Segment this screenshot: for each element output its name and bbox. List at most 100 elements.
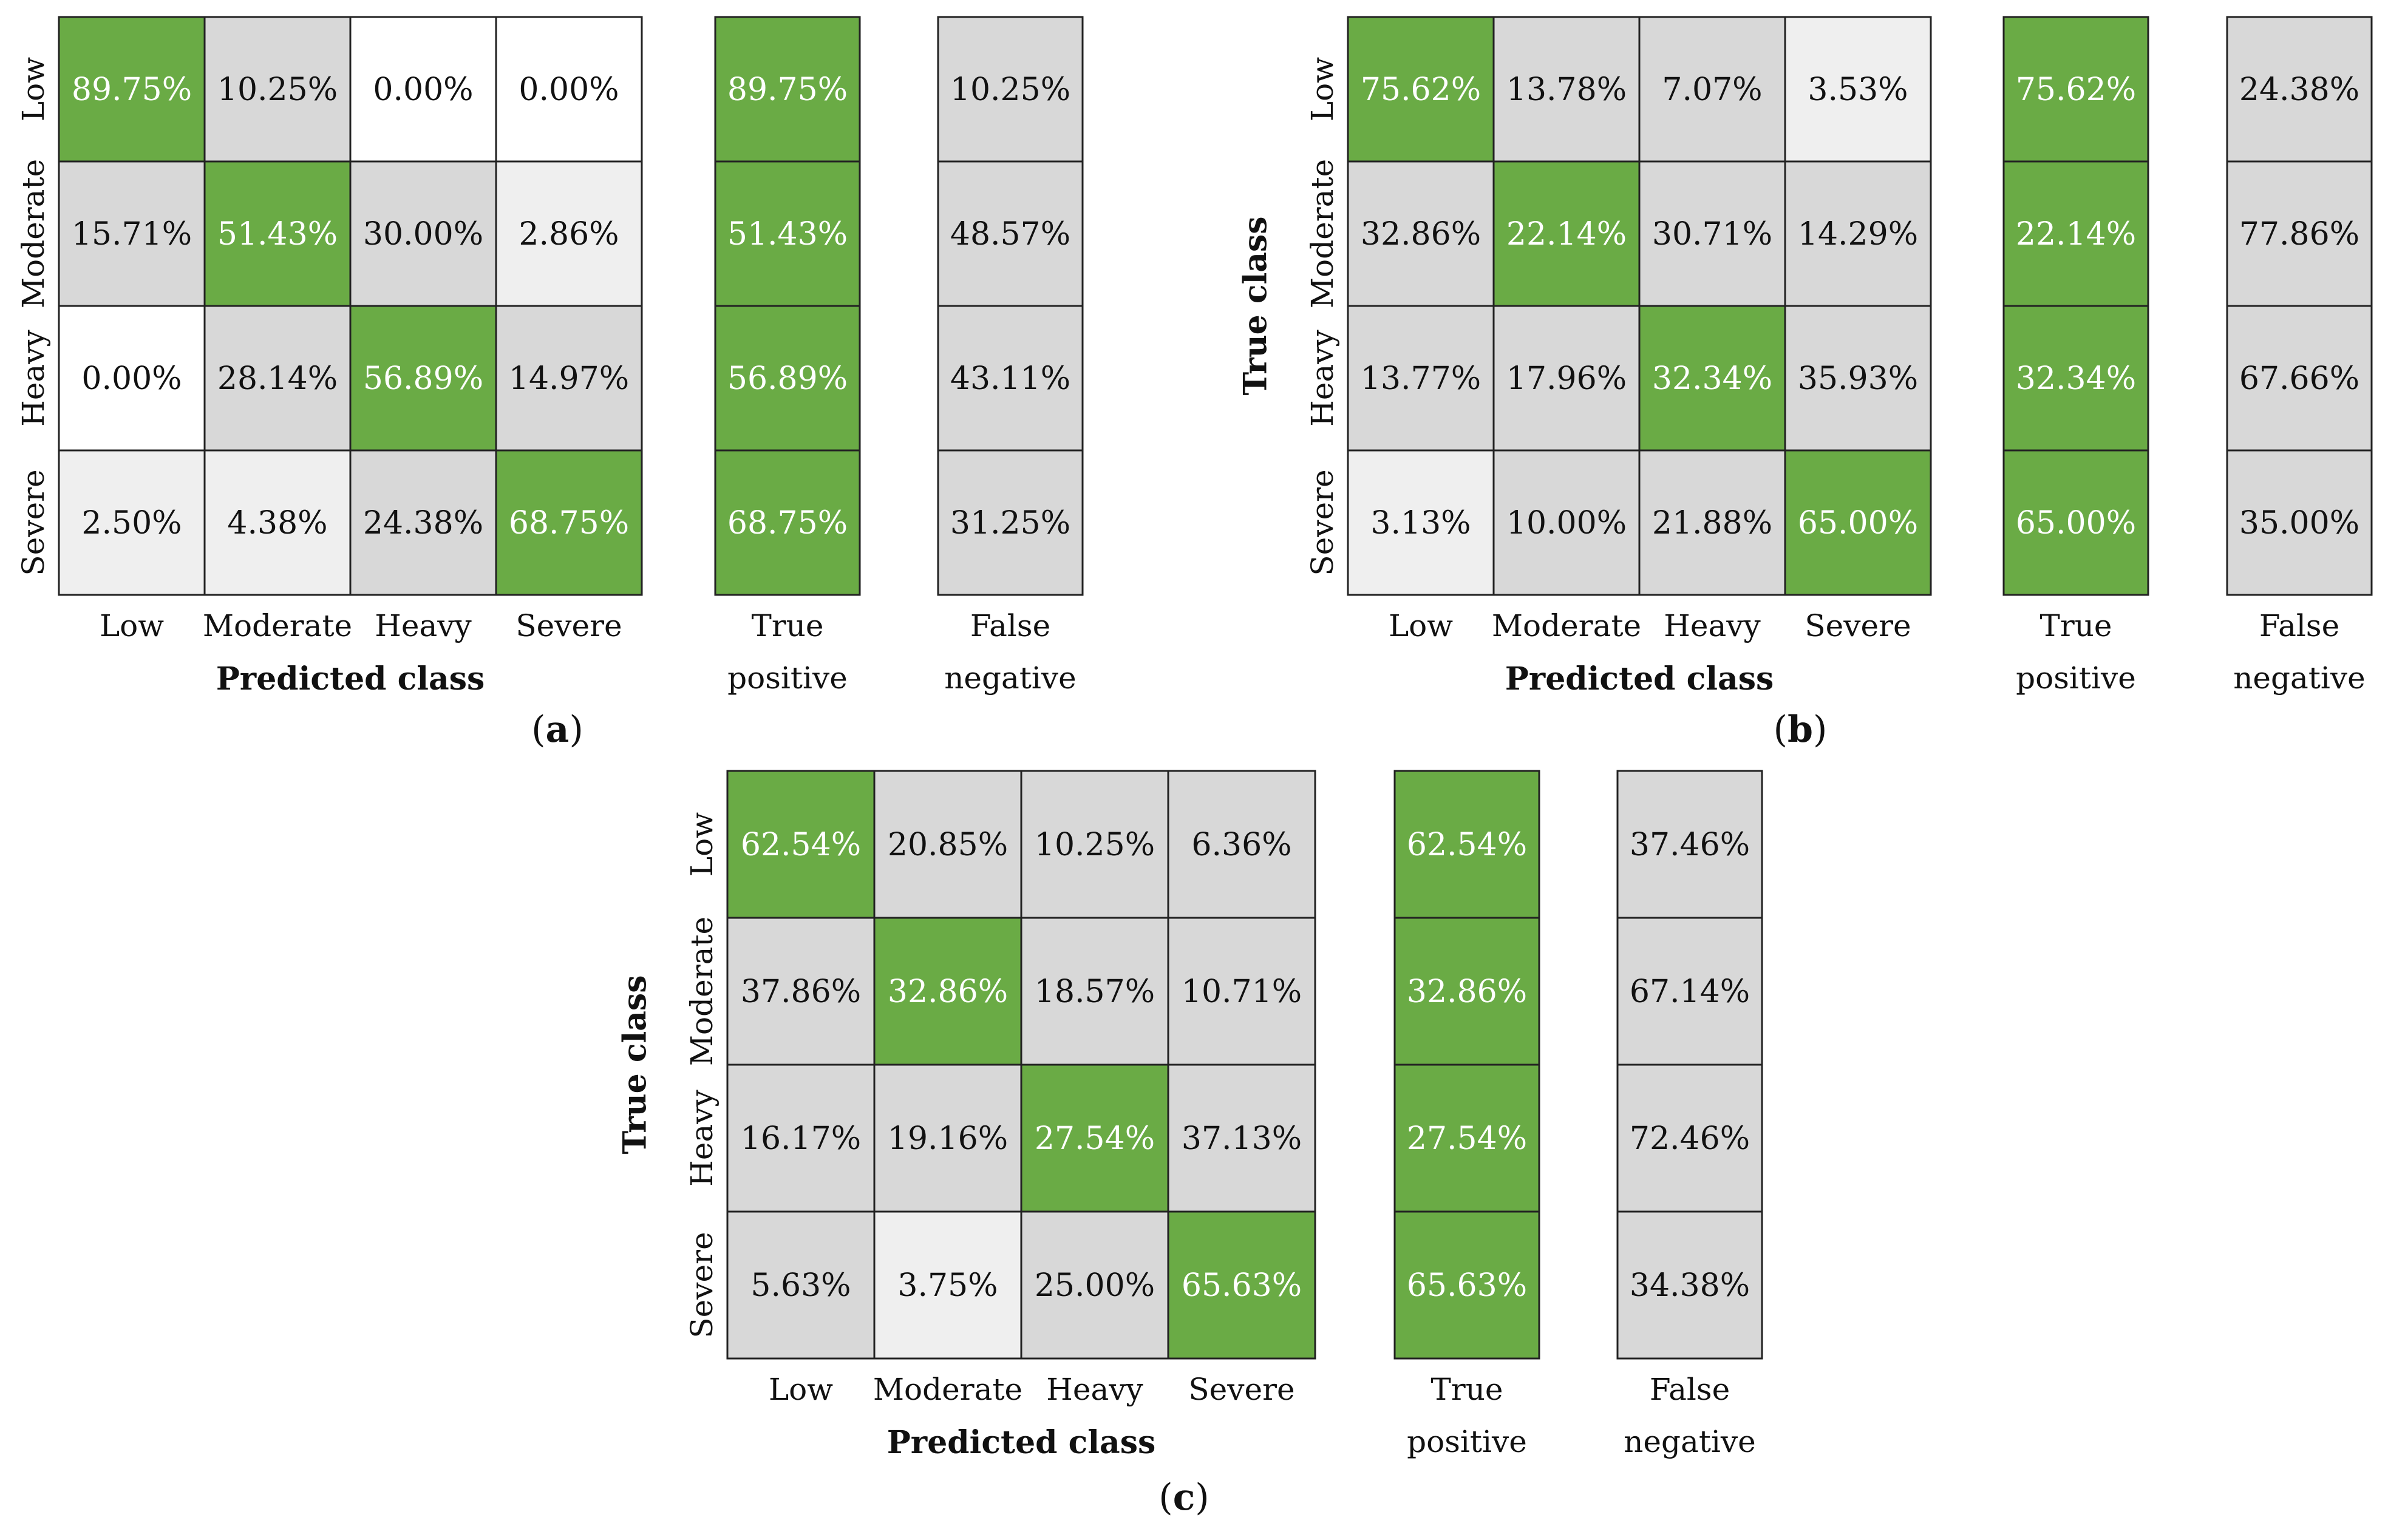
matrix-cell <box>203 16 352 163</box>
true-positive-value: 62.54% <box>1407 827 1527 863</box>
true-positive-cell <box>714 16 861 163</box>
cell-value: 10.71% <box>1182 974 1302 1010</box>
cell-value: 7.07% <box>1662 72 1762 108</box>
x-axis-label: Predicted class <box>216 660 485 697</box>
false-negative-cell <box>937 16 1084 163</box>
cell-value: 75.62% <box>1361 72 1481 108</box>
matrix-cell <box>58 160 206 307</box>
cell-value: 32.86% <box>888 974 1008 1010</box>
x-tick-label: Low <box>100 608 164 643</box>
y-tick-label: Moderate <box>1305 159 1340 308</box>
matrix-cell <box>1638 16 1786 163</box>
panel-letter: (b) <box>1774 708 1828 751</box>
cell-value: 10.25% <box>217 72 338 108</box>
cell-value: 37.86% <box>741 974 861 1010</box>
false-negative-cell <box>1616 1210 1763 1360</box>
false-negative-value: 37.46% <box>1630 827 1750 863</box>
cell-value: 0.00% <box>519 72 619 108</box>
cell-value: 17.96% <box>1506 361 1627 397</box>
cell-value: 10.25% <box>1035 827 1155 863</box>
true-positive-cell <box>1393 1210 1540 1360</box>
y-tick-label: Heavy <box>1305 330 1340 427</box>
cell-value: 19.16% <box>888 1121 1008 1157</box>
false-negative-value: 10.25% <box>950 72 1070 108</box>
matrix-cell <box>495 305 643 452</box>
true-positive-cell <box>714 160 861 307</box>
panel-letter: (a) <box>531 708 583 751</box>
false-negative-cell <box>2226 305 2373 452</box>
false-negative-value: 34.38% <box>1630 1267 1750 1304</box>
true-positive-value: 51.43% <box>727 216 848 253</box>
true-positive-value: 56.89% <box>727 361 848 397</box>
false-negative-value: 43.11% <box>950 361 1070 397</box>
true-positive-value: 22.14% <box>2016 216 2136 253</box>
true-positive-value: 32.34% <box>2016 361 2136 397</box>
false-negative-label: negative <box>2233 660 2366 696</box>
false-negative-label: negative <box>1624 1424 1756 1459</box>
matrix-cell <box>1347 160 1495 307</box>
true-positive-cell <box>2002 305 2149 452</box>
cell-value: 35.93% <box>1798 361 1918 397</box>
x-tick-label: Heavy <box>1046 1372 1143 1407</box>
matrix-cell <box>203 305 352 452</box>
panel-letter: (c) <box>1158 1476 1209 1519</box>
true-positive-value: 27.54% <box>1407 1121 1527 1157</box>
panel-b: 75.62% 13.78% 7.07% 3.53% 32.86% 22.14% 30.71%… <box>1237 16 2373 751</box>
false-negative-cell <box>1616 770 1763 919</box>
true-positive-value: 65.00% <box>2016 505 2136 541</box>
matrix-cell <box>58 449 206 596</box>
cell-value: 18.57% <box>1035 974 1155 1010</box>
matrix-cell <box>1167 770 1316 919</box>
true-positive-cell <box>714 305 861 452</box>
false-negative-value: 24.38% <box>2239 72 2359 108</box>
matrix-cell <box>726 1210 876 1360</box>
cell-value: 22.14% <box>1506 216 1627 253</box>
false-negative-cell <box>2226 16 2373 163</box>
false-negative-cell <box>2226 160 2373 307</box>
cell-value: 2.86% <box>519 216 619 253</box>
matrix-cell <box>1784 16 1932 163</box>
true-positive-value: 32.86% <box>1407 974 1527 1010</box>
false-negative-label: False <box>2259 608 2339 643</box>
cell-value: 13.78% <box>1506 72 1627 108</box>
diagonal-cell <box>873 917 1022 1066</box>
cell-value: 14.29% <box>1798 216 1918 253</box>
true-positive-value: 65.63% <box>1407 1267 1527 1304</box>
matrix-cell <box>1784 305 1932 452</box>
cell-value: 4.38% <box>227 505 327 541</box>
y-tick-label: Heavy <box>684 1090 719 1187</box>
x-tick-label: Low <box>769 1372 833 1407</box>
matrix-cell <box>1347 449 1495 596</box>
false-negative-value: 77.86% <box>2239 216 2359 253</box>
y-axis-label: True class <box>1237 217 1274 396</box>
matrix-cell <box>873 1210 1022 1360</box>
diagonal-cell <box>726 770 876 919</box>
true-positive-label: positive <box>2016 660 2136 696</box>
true-positive-value: 75.62% <box>2016 72 2136 108</box>
matrix-cell <box>495 16 643 163</box>
diagonal-cell <box>1347 16 1495 163</box>
cell-value: 89.75% <box>72 72 192 108</box>
cell-value: 13.77% <box>1361 361 1481 397</box>
cell-value: 6.36% <box>1191 827 1291 863</box>
true-positive-cell <box>1393 1063 1540 1213</box>
cell-value: 68.75% <box>509 505 629 541</box>
y-axis-label: True class <box>617 975 654 1155</box>
matrix-cell <box>726 917 876 1066</box>
true-positive-cell <box>2002 449 2149 596</box>
x-tick-label: Moderate <box>203 608 352 643</box>
cell-value: 3.75% <box>897 1267 998 1304</box>
matrix-cell <box>1492 449 1641 596</box>
cell-value: 10.00% <box>1506 505 1627 541</box>
matrix-cell <box>1020 917 1169 1066</box>
false-negative-cell <box>937 449 1084 596</box>
matrix-cell <box>873 770 1022 919</box>
y-tick-label: Low <box>684 812 719 877</box>
matrix-cell <box>349 16 497 163</box>
diagonal-cell <box>1020 1063 1169 1213</box>
true-positive-cell <box>2002 160 2149 307</box>
cell-value: 30.71% <box>1652 216 1772 253</box>
cell-value: 56.89% <box>363 361 483 397</box>
false-negative-value: 67.66% <box>2239 361 2359 397</box>
y-tick-label: Moderate <box>16 159 51 308</box>
